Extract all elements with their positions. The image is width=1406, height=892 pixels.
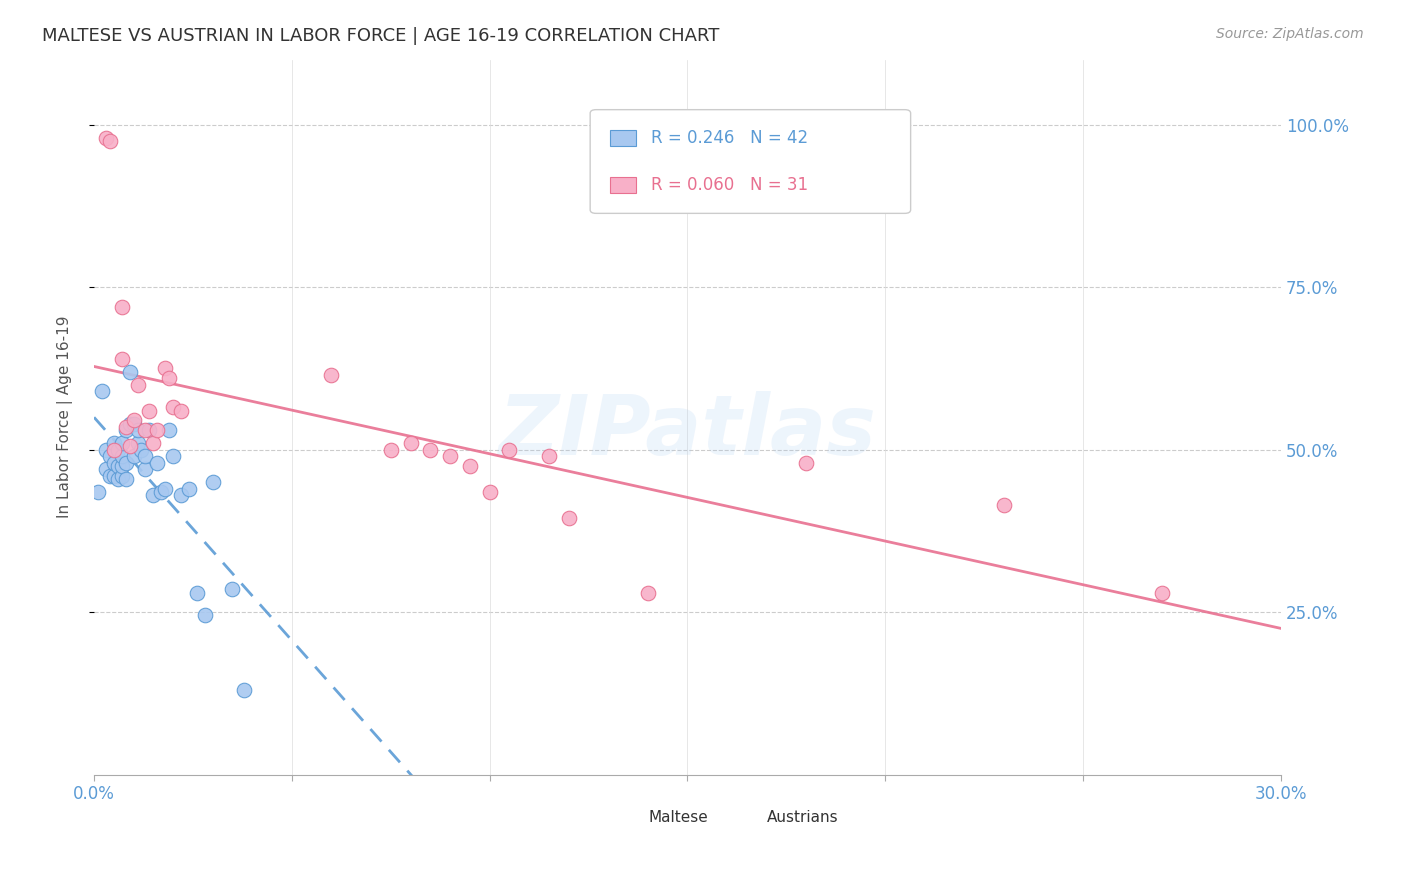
Point — [111, 351, 134, 366]
Point — [170, 488, 193, 502]
Point — [150, 485, 173, 500]
Point — [122, 417, 145, 431]
Point — [458, 458, 481, 473]
Point — [122, 413, 145, 427]
Point — [177, 482, 200, 496]
Point — [94, 442, 117, 457]
Point — [111, 436, 134, 450]
Point — [498, 442, 520, 457]
Point — [118, 439, 141, 453]
Point — [142, 488, 165, 502]
Point — [103, 442, 125, 457]
Point — [558, 511, 581, 525]
Point — [637, 585, 659, 599]
Text: Source: ZipAtlas.com: Source: ZipAtlas.com — [1216, 27, 1364, 41]
Point — [142, 436, 165, 450]
FancyBboxPatch shape — [591, 110, 911, 213]
Point — [321, 368, 343, 382]
Text: ZIPatlas: ZIPatlas — [499, 391, 876, 472]
Point — [111, 300, 134, 314]
Point — [201, 475, 224, 490]
Point — [111, 449, 134, 463]
Point — [111, 458, 134, 473]
Point — [90, 384, 112, 399]
Point — [114, 472, 136, 486]
Point — [478, 485, 501, 500]
Point — [157, 423, 180, 437]
Point — [118, 365, 141, 379]
Point — [94, 462, 117, 476]
Text: Maltese: Maltese — [648, 810, 709, 825]
Point — [114, 456, 136, 470]
Point — [380, 442, 402, 457]
Text: R = 0.246   N = 42: R = 0.246 N = 42 — [651, 129, 808, 147]
Point — [134, 449, 156, 463]
Point — [98, 134, 121, 148]
Point — [399, 436, 422, 450]
Point — [94, 130, 117, 145]
FancyBboxPatch shape — [730, 806, 755, 830]
Point — [155, 361, 177, 376]
Point — [1152, 585, 1174, 599]
FancyBboxPatch shape — [610, 177, 637, 193]
FancyBboxPatch shape — [610, 806, 637, 830]
Point — [122, 449, 145, 463]
Point — [103, 456, 125, 470]
Point — [111, 468, 134, 483]
Point — [138, 403, 160, 417]
Point — [107, 442, 129, 457]
Point — [439, 449, 461, 463]
Point — [186, 585, 208, 599]
Point — [87, 485, 110, 500]
Point — [138, 423, 160, 437]
FancyBboxPatch shape — [610, 130, 637, 146]
Point — [127, 377, 149, 392]
Point — [134, 462, 156, 476]
Point — [537, 449, 560, 463]
Text: Austrians: Austrians — [768, 810, 838, 825]
Point — [107, 458, 129, 473]
Text: MALTESE VS AUSTRIAN IN LABOR FORCE | AGE 16-19 CORRELATION CHART: MALTESE VS AUSTRIAN IN LABOR FORCE | AGE… — [42, 27, 720, 45]
Point — [98, 449, 121, 463]
Y-axis label: In Labor Force | Age 16-19: In Labor Force | Age 16-19 — [58, 316, 73, 518]
Point — [103, 436, 125, 450]
Text: R = 0.060   N = 31: R = 0.060 N = 31 — [651, 176, 808, 194]
Point — [221, 582, 243, 597]
Point — [162, 449, 184, 463]
Point — [794, 456, 817, 470]
Point — [162, 401, 184, 415]
Point — [114, 420, 136, 434]
Point — [233, 683, 256, 698]
Point — [103, 468, 125, 483]
Point — [98, 468, 121, 483]
Point — [170, 403, 193, 417]
Point — [155, 482, 177, 496]
Point — [118, 417, 141, 431]
Point — [127, 436, 149, 450]
Point — [146, 456, 169, 470]
Point — [131, 442, 153, 457]
Point — [146, 423, 169, 437]
Point — [194, 608, 217, 623]
Point — [993, 498, 1015, 512]
Point — [419, 442, 441, 457]
Point — [157, 371, 180, 385]
Point — [107, 472, 129, 486]
Point — [134, 423, 156, 437]
Point — [114, 423, 136, 437]
Point — [127, 423, 149, 437]
